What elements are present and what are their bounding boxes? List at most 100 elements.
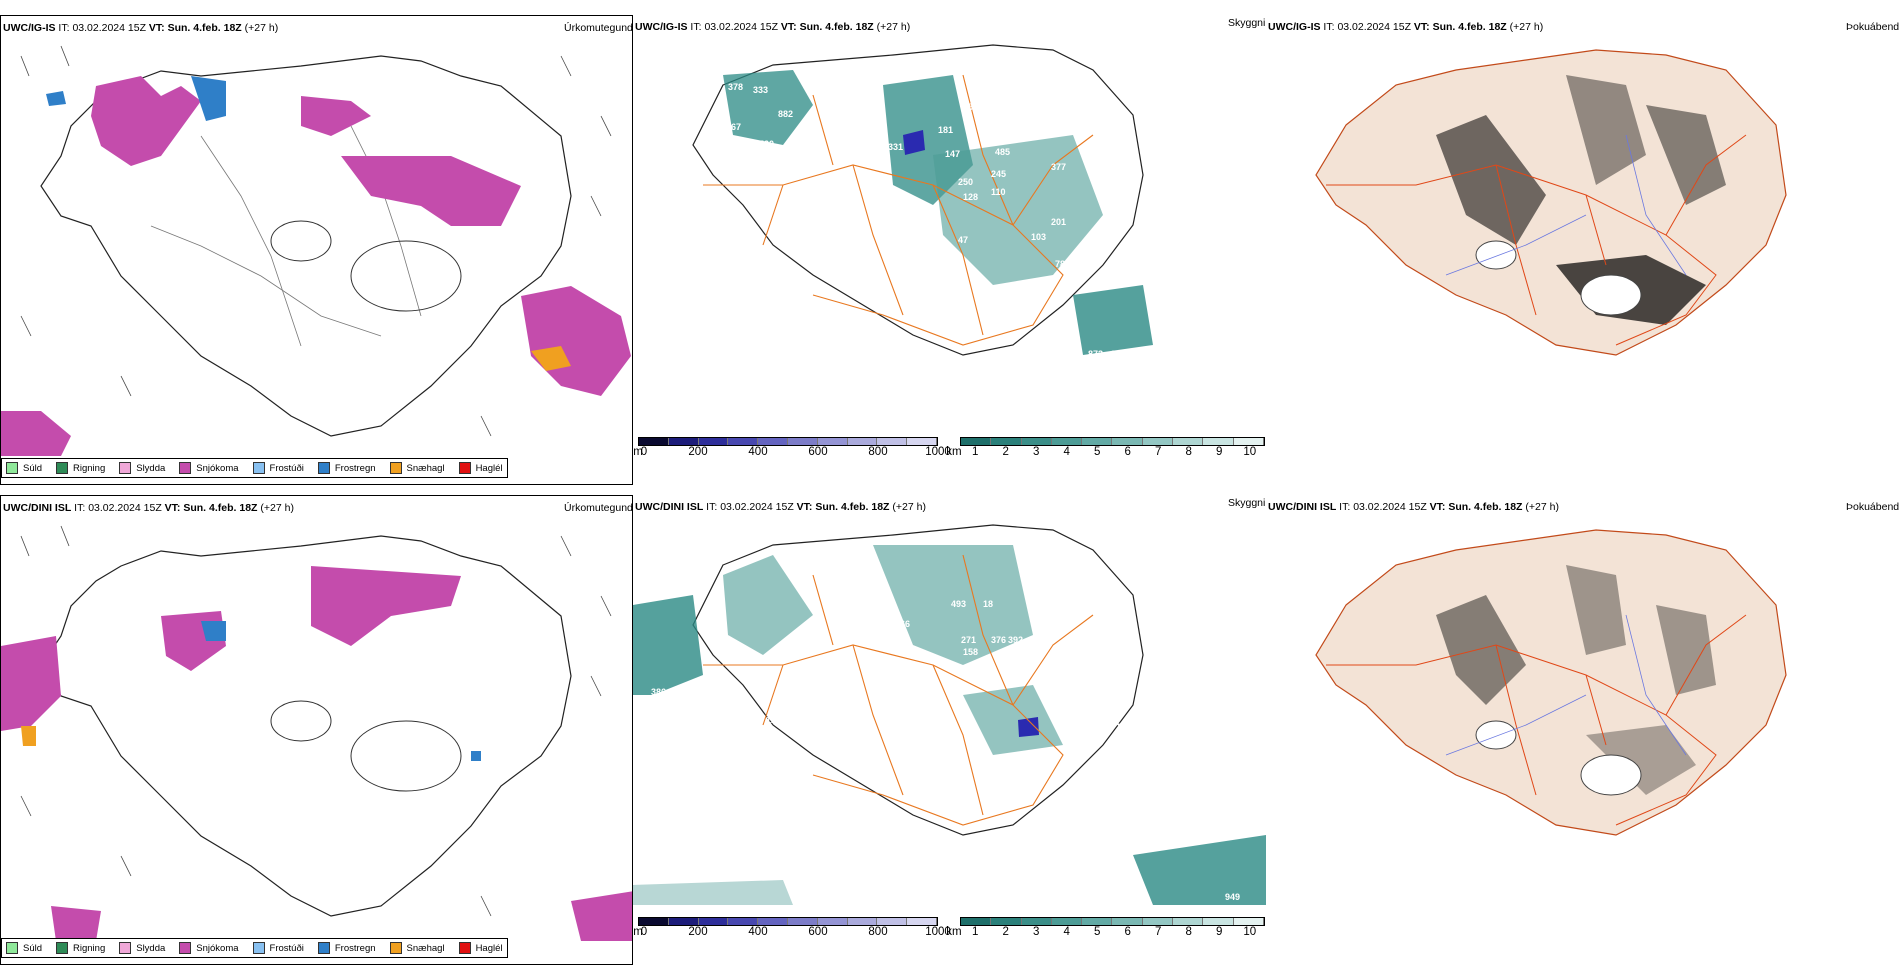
- visibility-map: 378 333 882 467 520 257 895 507 366 181 …: [643, 44, 1153, 412]
- vis-label: 201: [1051, 217, 1066, 227]
- colorbar-segment: [1021, 438, 1052, 445]
- colorbar-km-ticks: km 1 2 3 4 5 6 7 8 9 10: [946, 446, 1257, 458]
- precip-type-panel-bottom: UWC/DINI ISL IT: 03.02.2024 15Z VT: Sun.…: [0, 495, 633, 965]
- legend-item: Súld: [6, 942, 42, 954]
- legend-item: Rigning: [56, 462, 105, 474]
- colorbar-segment: [991, 918, 1022, 925]
- legend-swatch: [317, 462, 330, 474]
- vis-label: 110: [991, 187, 1006, 197]
- panel-header: UWC/IG-IS IT: 03.02.2024 15Z VT: Sun. 4.…: [1268, 21, 1544, 33]
- vis-label: 377: [1051, 162, 1066, 172]
- legend-item: Slydda: [119, 942, 165, 954]
- lead-time: (+27 h): [244, 22, 279, 34]
- vt-label: VT:: [148, 22, 165, 34]
- vis-label: 331: [888, 142, 903, 152]
- colorbar-segment: [1142, 918, 1174, 925]
- vis-label: 158: [963, 647, 978, 657]
- panel-header: UWC/DINI ISL IT: 03.02.2024 15Z VT: Sun.…: [1268, 501, 1559, 513]
- colorbar-segment: [1173, 918, 1204, 925]
- precip-type-title: Úrkomutegund: [564, 502, 633, 514]
- colorbar-segment: [728, 438, 759, 445]
- vis-label: 463: [865, 602, 880, 612]
- vis-label: 521: [808, 635, 823, 645]
- legend-item: Snjókoma: [179, 462, 239, 474]
- vis-label: 18: [983, 599, 993, 609]
- colorbar-m-ticks: m 0 200 400 600 800 1000: [633, 446, 951, 458]
- vis-label: 985: [1133, 372, 1148, 382]
- model-name: UWC/DINI ISL: [3, 502, 72, 514]
- colorbar-segment: [1203, 918, 1234, 925]
- legend-swatch: [179, 462, 192, 474]
- vis-label: 873: [1088, 349, 1103, 359]
- legend-item: Snæhagl: [389, 942, 445, 954]
- colorbar-segment: [758, 918, 788, 925]
- vis-label: 128: [963, 192, 978, 202]
- colorbar-segment: [668, 918, 699, 925]
- fog-panel-top: UWC/IG-IS IT: 03.02.2024 15Z VT: Sun. 4.…: [1266, 15, 1899, 485]
- vis-label: 783: [1055, 259, 1070, 269]
- colorbar-segment: [639, 438, 669, 445]
- legend-swatch: [6, 462, 18, 474]
- precip-legend: Súld Rigning Slydda Snjókoma Frostúði Fr…: [1, 458, 508, 478]
- colorbar-segment: [817, 918, 848, 925]
- colorbar-segment: [1203, 438, 1234, 445]
- legend-swatch: [119, 462, 132, 474]
- colorbar-segment: [877, 918, 908, 925]
- colorbar-segment: [698, 438, 729, 445]
- vis-label: 386: [651, 687, 666, 697]
- precip-type-map: [1, 525, 632, 941]
- vis-label: 507: [968, 102, 983, 112]
- legend-item: Haglél: [458, 462, 503, 474]
- colorbar-segment: [758, 438, 788, 445]
- legend-item: Slydda: [119, 462, 165, 474]
- panel-header: UWC/DINI ISL IT: 03.02.2024 15Z VT: Sun.…: [635, 501, 926, 513]
- fog-title: Þokuábendi: [1846, 21, 1899, 33]
- colorbar-km: [960, 437, 1265, 446]
- model-name: UWC/IG-IS: [635, 21, 688, 33]
- vis-label: 979: [1111, 349, 1126, 359]
- colorbar-segment: [847, 918, 878, 925]
- vis-label: 12: [766, 715, 776, 725]
- vis-label: 103: [1031, 232, 1046, 242]
- vt-value: Sun. 4.feb. 18Z: [167, 22, 242, 34]
- visibility-m-colorbar: m 0 200 400 600 800 1000: [633, 437, 951, 458]
- legend-item: Snjókoma: [179, 942, 239, 954]
- colorbar-segment: [877, 438, 908, 445]
- colorbar-km: [960, 917, 1265, 926]
- fog-panel-bottom: UWC/DINI ISL IT: 03.02.2024 15Z VT: Sun.…: [1266, 495, 1899, 965]
- colorbar-segment: [1142, 438, 1174, 445]
- visibility-title: Skyggni: [1228, 17, 1266, 29]
- colorbar-segment: [961, 918, 992, 925]
- vis-label: 47: [958, 235, 968, 245]
- colorbar-m: [638, 437, 938, 446]
- colorbar-segment: [1082, 438, 1113, 445]
- legend-item: Frostúði: [252, 942, 304, 954]
- vis-label: 271: [961, 635, 976, 645]
- precip-legend: Súld Rigning Slydda Snjókoma Frostúði Fr…: [1, 938, 508, 958]
- model-name: UWC/IG-IS: [3, 22, 56, 34]
- precip-type-title: Úrkomutegund: [564, 22, 633, 34]
- legend-item: Rigning: [56, 942, 105, 954]
- vis-label: 147: [945, 149, 960, 159]
- colorbar-segment: [847, 438, 878, 445]
- colorbar-segment: [698, 918, 729, 925]
- legend-swatch: [389, 462, 402, 474]
- colorbar-m-ticks: m 0 200 400 600 800 1000: [633, 926, 951, 938]
- vis-label: 520: [759, 139, 774, 149]
- colorbar-segment: [1021, 918, 1052, 925]
- colorbar-segment: [1082, 918, 1113, 925]
- vis-label: 467: [726, 122, 741, 132]
- legend-swatch: [179, 942, 192, 954]
- colorbar-segment: [1112, 438, 1143, 445]
- colorbar-segment: [1233, 438, 1264, 445]
- fog-map: [1315, 49, 1787, 356]
- colorbar-segment: [907, 918, 937, 925]
- vis-label: 895: [993, 99, 1008, 109]
- legend-swatch: [56, 942, 69, 954]
- vis-label: 162: [1111, 262, 1126, 272]
- legend-swatch: [56, 462, 69, 474]
- it-label: IT:: [58, 22, 70, 34]
- vis-label: 250: [958, 177, 973, 187]
- colorbar-segment: [728, 918, 759, 925]
- legend-item: Frostúði: [252, 462, 304, 474]
